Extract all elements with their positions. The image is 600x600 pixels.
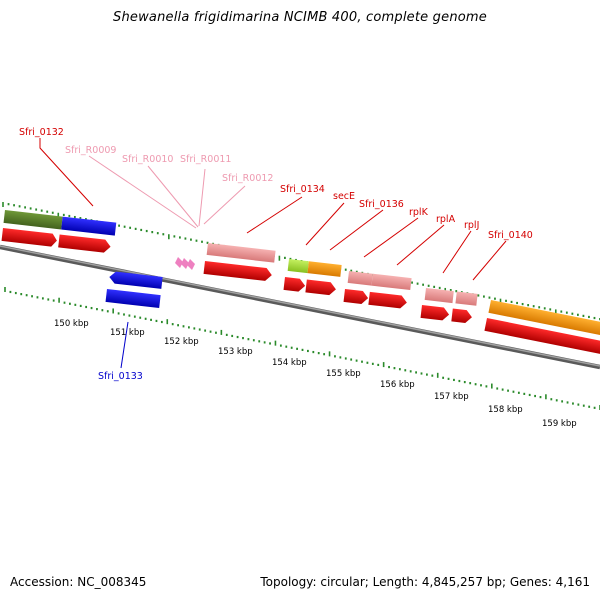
- gene-pink-rpla[interactable]: [424, 288, 454, 304]
- gene-lime[interactable]: [287, 259, 309, 274]
- gene-olive[interactable]: [3, 210, 63, 230]
- map-title: Shewanella frigidimarina NCIMB 400, comp…: [113, 10, 487, 25]
- ruler-label: 153 kbp: [218, 347, 253, 357]
- label-r0009[interactable]: Sfri_R0009: [65, 145, 116, 156]
- label-rpla[interactable]: rplA: [436, 214, 456, 225]
- cds-arrow[interactable]: [58, 234, 111, 253]
- leader-rplj: [442, 230, 472, 274]
- genome-backbone: [0, 244, 600, 370]
- genome-summary: Topology: circular; Length: 4,845,257 bp…: [260, 575, 590, 589]
- cds-arrow[interactable]: [305, 279, 336, 296]
- ruler-label: 159 kbp: [542, 419, 577, 429]
- label-r0011[interactable]: Sfri_R0011: [180, 154, 231, 165]
- trna-chevrons[interactable]: [175, 257, 195, 270]
- leader-sfri0132: [39, 138, 94, 207]
- leader-sece: [305, 202, 345, 246]
- label-sfri0136[interactable]: Sfri_0136: [359, 199, 404, 210]
- label-sfri0133[interactable]: Sfri_0133: [98, 371, 143, 382]
- cds-arrow[interactable]: [343, 289, 369, 305]
- cds-arrow[interactable]: [420, 305, 450, 321]
- label-rplk[interactable]: rplK: [409, 207, 429, 218]
- gene-blue-reverse[interactable]: [109, 271, 163, 289]
- lower-tick-track: [4, 287, 600, 410]
- ruler-label: 158 kbp: [488, 405, 523, 415]
- ruler-label: 152 kbp: [164, 337, 199, 347]
- gene-blue-sfri0133[interactable]: [105, 289, 161, 309]
- cds-arrow[interactable]: [1, 228, 58, 247]
- leader-r0012: [203, 185, 246, 225]
- gene-pink-rplj[interactable]: [455, 291, 478, 306]
- position-ruler: 150 kbp 151 kbp 152 kbp 153 kbp 154 kbp …: [54, 319, 577, 429]
- cds-arrow[interactable]: [368, 291, 407, 309]
- gene-blue-sfri0132[interactable]: [61, 216, 117, 236]
- leader-sfri0140: [472, 240, 507, 281]
- gene-pink-rplk[interactable]: [371, 273, 412, 291]
- leader-sfri0136: [329, 209, 384, 251]
- leader-sfri0134: [246, 196, 303, 234]
- leader-sfri0133: [120, 321, 129, 369]
- gene-labels: Sfri_0132 Sfri_R0009 Sfri_R0010 Sfri_R00…: [19, 127, 533, 382]
- cds-arrow[interactable]: [203, 261, 273, 282]
- leader-r0009: [88, 155, 197, 229]
- cds-arrow[interactable]: [451, 308, 472, 324]
- leader-rplk: [363, 217, 419, 258]
- label-sece[interactable]: secE: [333, 191, 355, 202]
- ruler-label: 156 kbp: [380, 380, 415, 390]
- gene-pink-sfri0134[interactable]: [206, 243, 276, 263]
- ruler-label: 150 kbp: [54, 319, 89, 329]
- cds-arrow[interactable]: [283, 277, 306, 292]
- gene-orange-sece[interactable]: [307, 261, 342, 277]
- label-sfri0134[interactable]: Sfri_0134: [280, 184, 325, 195]
- label-sfri0140[interactable]: Sfri_0140: [488, 230, 533, 241]
- cds-arrow[interactable]: [484, 318, 600, 355]
- label-r0012[interactable]: Sfri_R0012: [222, 173, 273, 184]
- ruler-label: 151 kbp: [110, 328, 145, 338]
- leader-rpla: [396, 224, 445, 266]
- gene-pink-sfri0136[interactable]: [347, 271, 373, 286]
- gene-features: [1, 210, 600, 355]
- ruler-label: 154 kbp: [272, 358, 307, 368]
- ruler-label: 155 kbp: [326, 369, 361, 379]
- label-r0010[interactable]: Sfri_R0010: [122, 154, 173, 165]
- label-rplj[interactable]: rplJ: [464, 220, 479, 231]
- label-leader-lines: [39, 138, 507, 369]
- leader-r0011: [198, 168, 206, 227]
- leader-r0010: [147, 165, 199, 228]
- ruler-label: 157 kbp: [434, 392, 469, 402]
- gene-orange-sfri0140[interactable]: [488, 300, 600, 337]
- label-sfri0132[interactable]: Sfri_0132: [19, 127, 64, 138]
- accession-text: Accession: NC_008345: [10, 575, 147, 589]
